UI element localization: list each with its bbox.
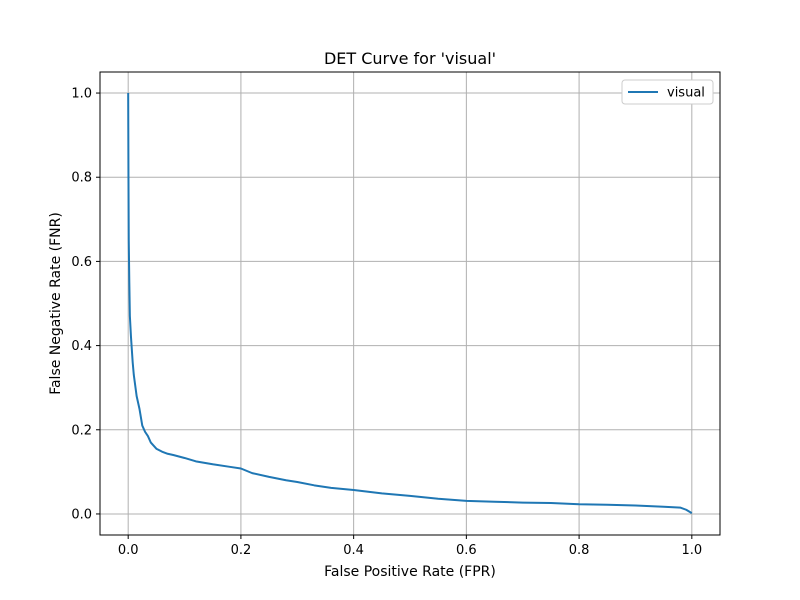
y-tick-label: 1.0 [71,87,92,102]
x-tick-label: 0.2 [231,543,252,558]
chart-title: DET Curve for 'visual' [324,49,496,68]
y-tick-label: 0.8 [71,171,92,186]
y-tick-label: 0.4 [71,339,92,354]
x-tick-label: 0.0 [118,543,139,558]
y-tick-label: 0.0 [71,507,92,522]
ticks-layer: 0.0 0.2 0.4 0.6 0.8 1.0 0.0 0.2 0.4 0.6 0.8 1.0 [71,87,702,558]
legend-box [621,79,714,105]
series-layer [127,93,693,514]
legend: visual [621,79,714,105]
y-axis-label: False Negative Rate (FNR) [48,212,64,395]
plot-frame [99,71,721,536]
x-tick-label: 0.6 [456,543,477,558]
x-tick-label: 0.4 [343,543,364,558]
legend-label-visual: visual [667,86,705,101]
series-line-visual [127,93,693,514]
grid-lines [100,72,720,535]
x-axis-label: False Positive Rate (FPR) [324,564,496,580]
x-tick-label: 1.0 [681,543,702,558]
y-tick-label: 0.2 [71,423,92,438]
x-tick-label: 0.8 [569,543,590,558]
y-tick-label: 0.6 [71,255,92,270]
